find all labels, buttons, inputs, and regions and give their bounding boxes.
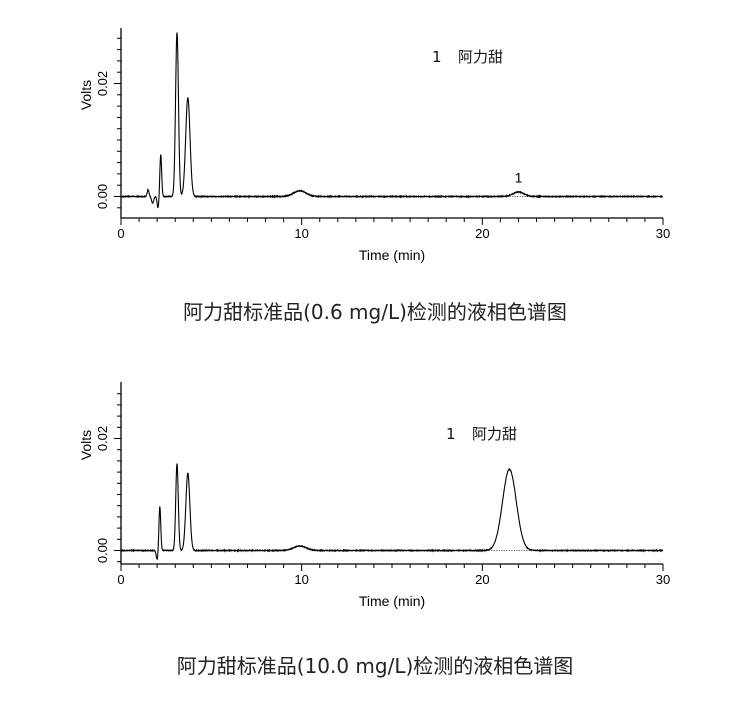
x-tick-label: 10: [294, 226, 308, 241]
legend-number: 1: [446, 425, 456, 443]
y-axis-label: Volts: [78, 430, 94, 460]
y-tick-label: 0.00: [95, 184, 110, 209]
x-tick-label: 0: [117, 226, 124, 241]
chromatogram-trace: [120, 32, 664, 209]
x-tick-label: 30: [656, 572, 670, 587]
y-tick-label: 0.00: [95, 538, 110, 563]
x-tick-label: 0: [117, 572, 124, 587]
x-tick-label: 20: [475, 226, 489, 241]
caption-top: 阿力甜标准品(0.6 mg/L)检测的液相色谱图: [183, 300, 567, 324]
caption-bottom: 阿力甜标准品(10.0 mg/L)检测的液相色谱图: [176, 654, 574, 678]
chromatogram-trace: [120, 463, 664, 561]
legend-compound-name: 阿力甜: [458, 48, 503, 66]
y-tick-label: 0.02: [95, 426, 110, 451]
x-tick-label: 30: [656, 226, 670, 241]
chromatogram-panel-top: 0 10 20 30 0.00 0.02 Volts Time (min) 1 1 阿力甜 阿力甜标…: [0, 0, 750, 355]
legend-compound-name: 阿力甜: [472, 425, 517, 443]
y-tick-label: 0.02: [95, 71, 110, 96]
peak-label: 1: [515, 170, 523, 186]
x-tick-label: 10: [294, 572, 308, 587]
legend-number: 1: [432, 48, 442, 66]
x-tick-label: 20: [475, 572, 489, 587]
x-axis-label: Time (min): [359, 247, 425, 263]
y-axis-label: Volts: [78, 80, 94, 110]
chromatogram-panel-bottom: 0 10 20 30 0.00 0.02 Volts Time (min) 1 阿力甜 阿力甜标准…: [0, 355, 750, 711]
x-axis-label: Time (min): [359, 593, 425, 609]
